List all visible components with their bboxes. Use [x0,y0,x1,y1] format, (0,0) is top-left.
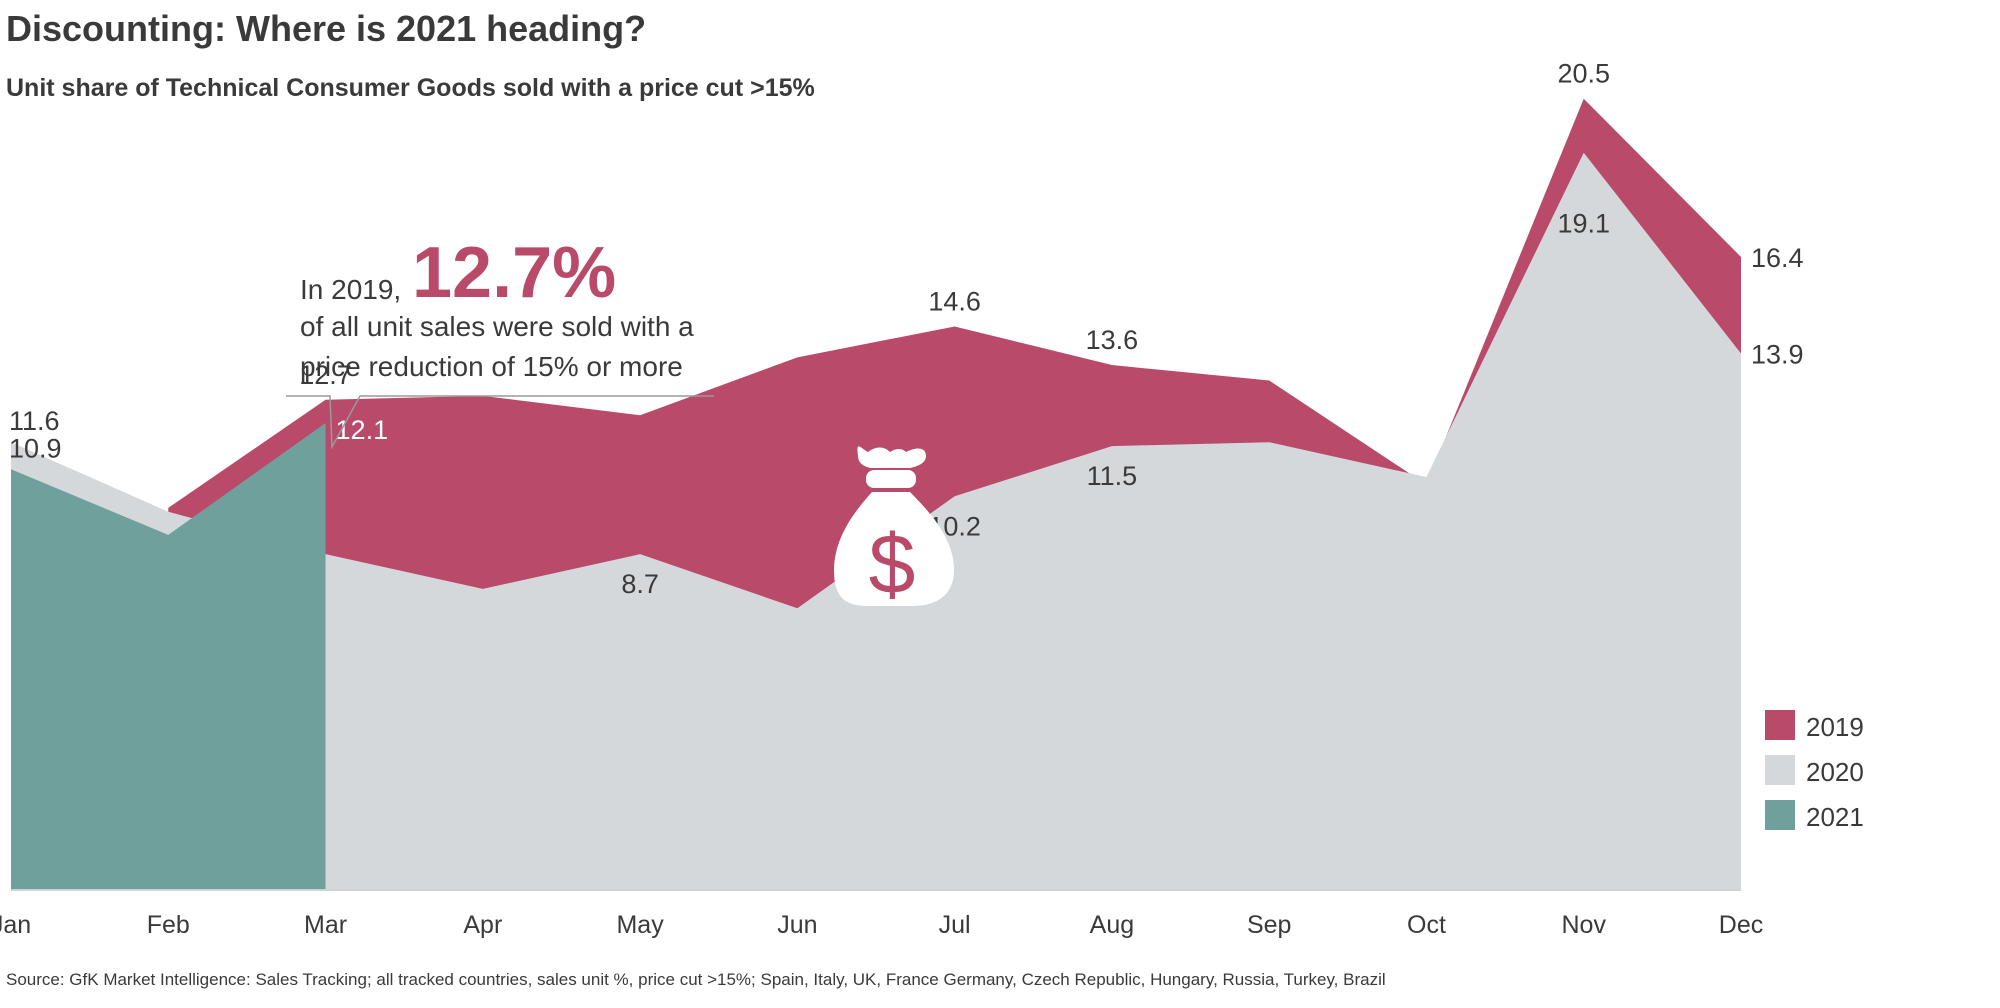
callout-highlight: 12.7% [412,233,616,313]
x-tick-feb: Feb [147,911,190,939]
legend-swatch-2020 [1765,755,1795,785]
data-label-2019-nov: 20.5 [1557,59,1610,89]
callout-line2: of all unit sales were sold with a [300,311,694,342]
x-tick-mar: Mar [304,911,347,939]
data-label-2021-jan: 10.9 [9,433,62,463]
legend-swatch-2019 [1765,710,1795,740]
callout-line3: price reduction of 15% or more [300,351,683,382]
chart-title: Discounting: Where is 2021 heading? [6,8,647,49]
data-label-2019-mar: 12.7 [299,360,352,390]
data-label-2020-may: 8.7 [621,569,659,599]
chart-subtitle: Unit share of Technical Consumer Goods s… [6,74,815,102]
x-tick-jun: Jun [777,911,817,939]
x-tick-jan: Jan [0,911,31,939]
data-labels-group: 11.610.912.712.18.714.610.213.611.520.51… [9,59,1804,599]
data-label-2020-jan: 11.6 [9,406,60,436]
callout-pointer [286,395,714,450]
legend: 2019 2020 2021 [1765,710,1864,832]
callout-prefix: In 2019, [300,274,401,305]
data-label-2020-aug: 11.5 [1087,461,1138,491]
area-2021 [11,422,326,890]
data-label-2019-aug: 13.6 [1086,325,1139,355]
data-label-2021-mar: 12.1 [336,415,389,445]
legend-label-2019: 2019 [1806,712,1864,742]
legend-label-2021: 2021 [1806,802,1864,832]
callout-annotation: In 2019, 12.7% of all unit sales were so… [286,233,714,450]
legend-swatch-2021 [1765,800,1795,830]
x-tick-jul: Jul [939,911,971,939]
x-axis: Jan Feb Mar Apr May Jun Jul Aug Sep Oct Nov Dec [0,911,1763,939]
x-tick-nov: Nov [1561,911,1606,939]
x-tick-dec: Dec [1719,911,1763,939]
data-label-2019-jul: 14.6 [928,286,981,316]
data-label-2020-nov: 19.1 [1557,209,1610,239]
svg-text:$: $ [869,517,916,611]
x-tick-apr: Apr [463,911,502,939]
data-label-2020-dec: 13.9 [1751,339,1804,369]
legend-label-2020: 2020 [1806,757,1864,787]
x-tick-oct: Oct [1407,911,1446,939]
source-note: Source: GfK Market Intelligence: Sales T… [6,970,1386,989]
money-bag-icon: $ [834,446,954,611]
area-2020 [11,152,1741,891]
x-tick-sep: Sep [1247,911,1291,939]
x-tick-may: May [616,911,664,939]
data-label-2019-dec: 16.4 [1751,243,1804,273]
area-series-group [11,98,1742,891]
x-tick-aug: Aug [1090,911,1134,939]
